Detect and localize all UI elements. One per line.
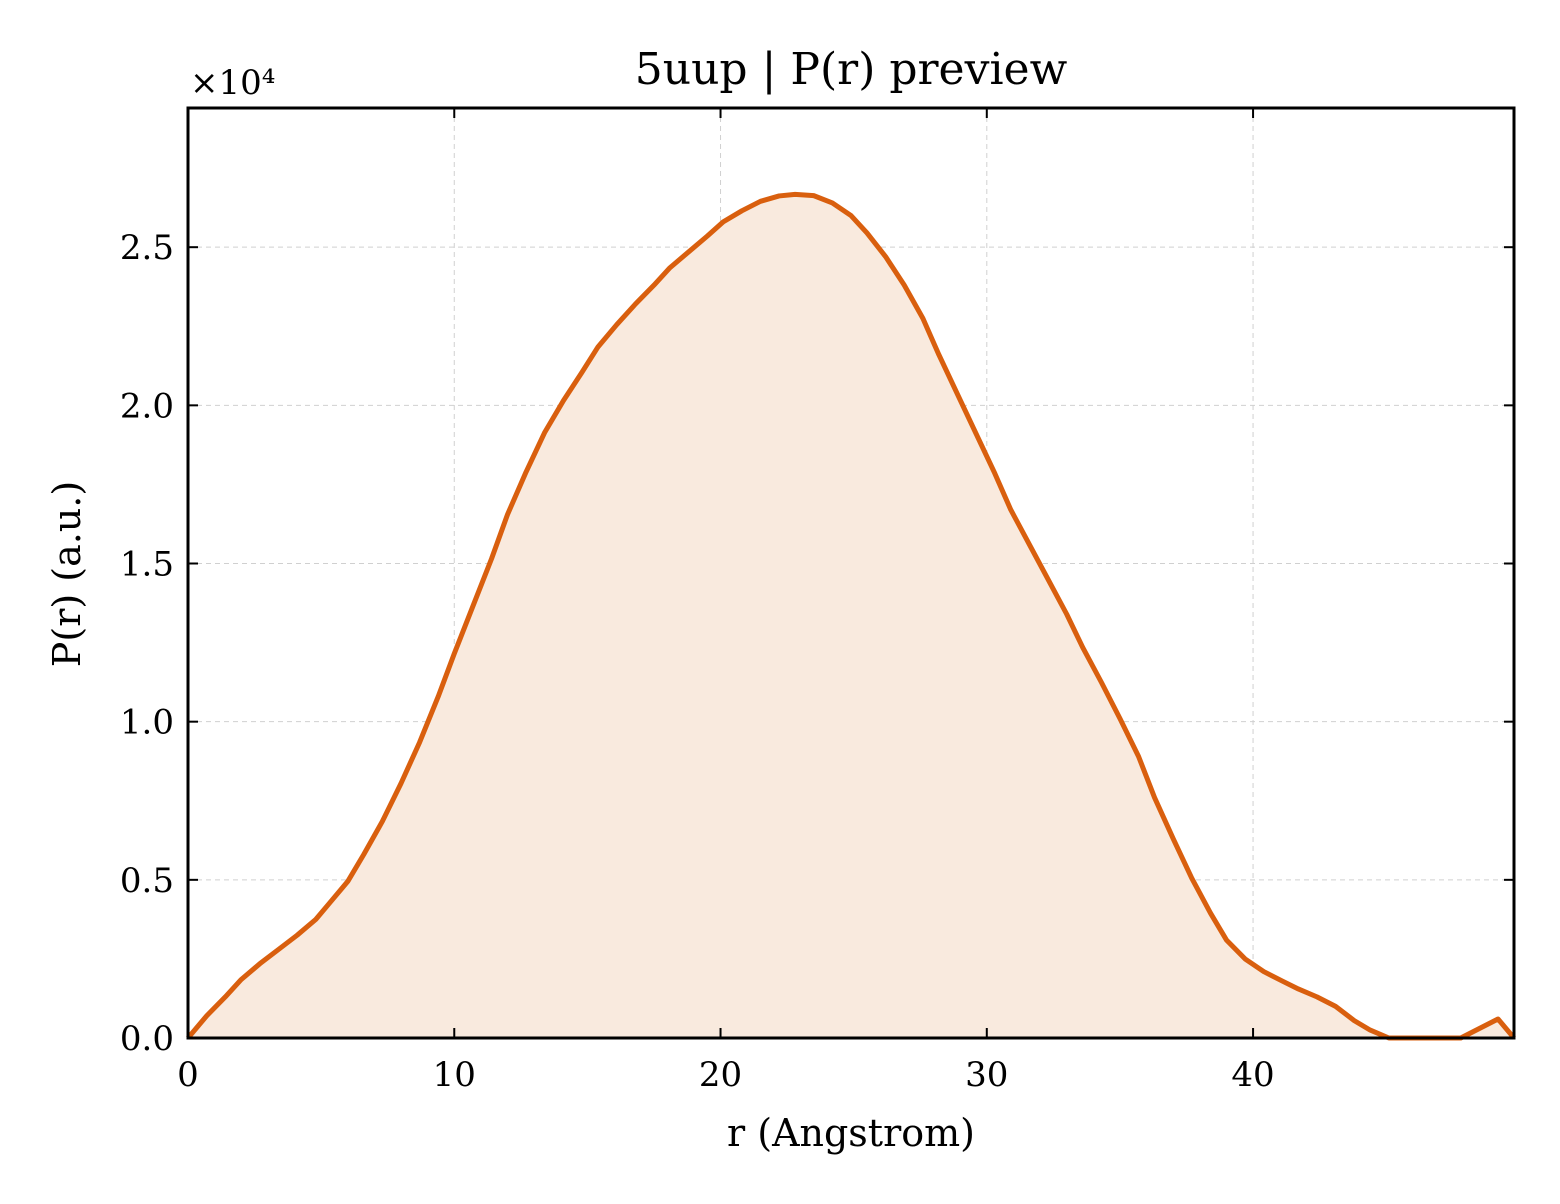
x-axis-label: r (Angstrom) — [727, 1111, 975, 1155]
x-tick-label: 10 — [433, 1055, 476, 1095]
y-tick-label: 2.0 — [120, 386, 174, 426]
y-axis-multiplier: ×10⁴ — [190, 63, 275, 103]
x-tick-label: 40 — [1231, 1055, 1274, 1095]
y-axis-label: P(r) (a.u.) — [45, 481, 89, 667]
y-tick-label: 1.5 — [120, 545, 174, 585]
y-tick-label: 1.0 — [120, 703, 174, 743]
series-line — [186, 191, 1516, 1041]
y-tick-label: 0.5 — [120, 861, 174, 901]
x-tick-label: 20 — [699, 1055, 742, 1095]
x-tick-label: 0 — [177, 1055, 199, 1095]
plot-frame — [186, 106, 1516, 1040]
y-tick-label: 2.5 — [120, 228, 174, 268]
tick-labels: 0 10 20 30 40 0.0 0.5 1.0 1.5 2.0 2.5 — [120, 228, 1275, 1095]
tick-marks — [187, 108, 1514, 1039]
chart-title: 5uup | P(r) preview — [635, 44, 1068, 95]
area-fill — [188, 194, 1514, 1039]
x-tick-label: 30 — [965, 1055, 1008, 1095]
y-tick-label: 0.0 — [120, 1019, 174, 1059]
